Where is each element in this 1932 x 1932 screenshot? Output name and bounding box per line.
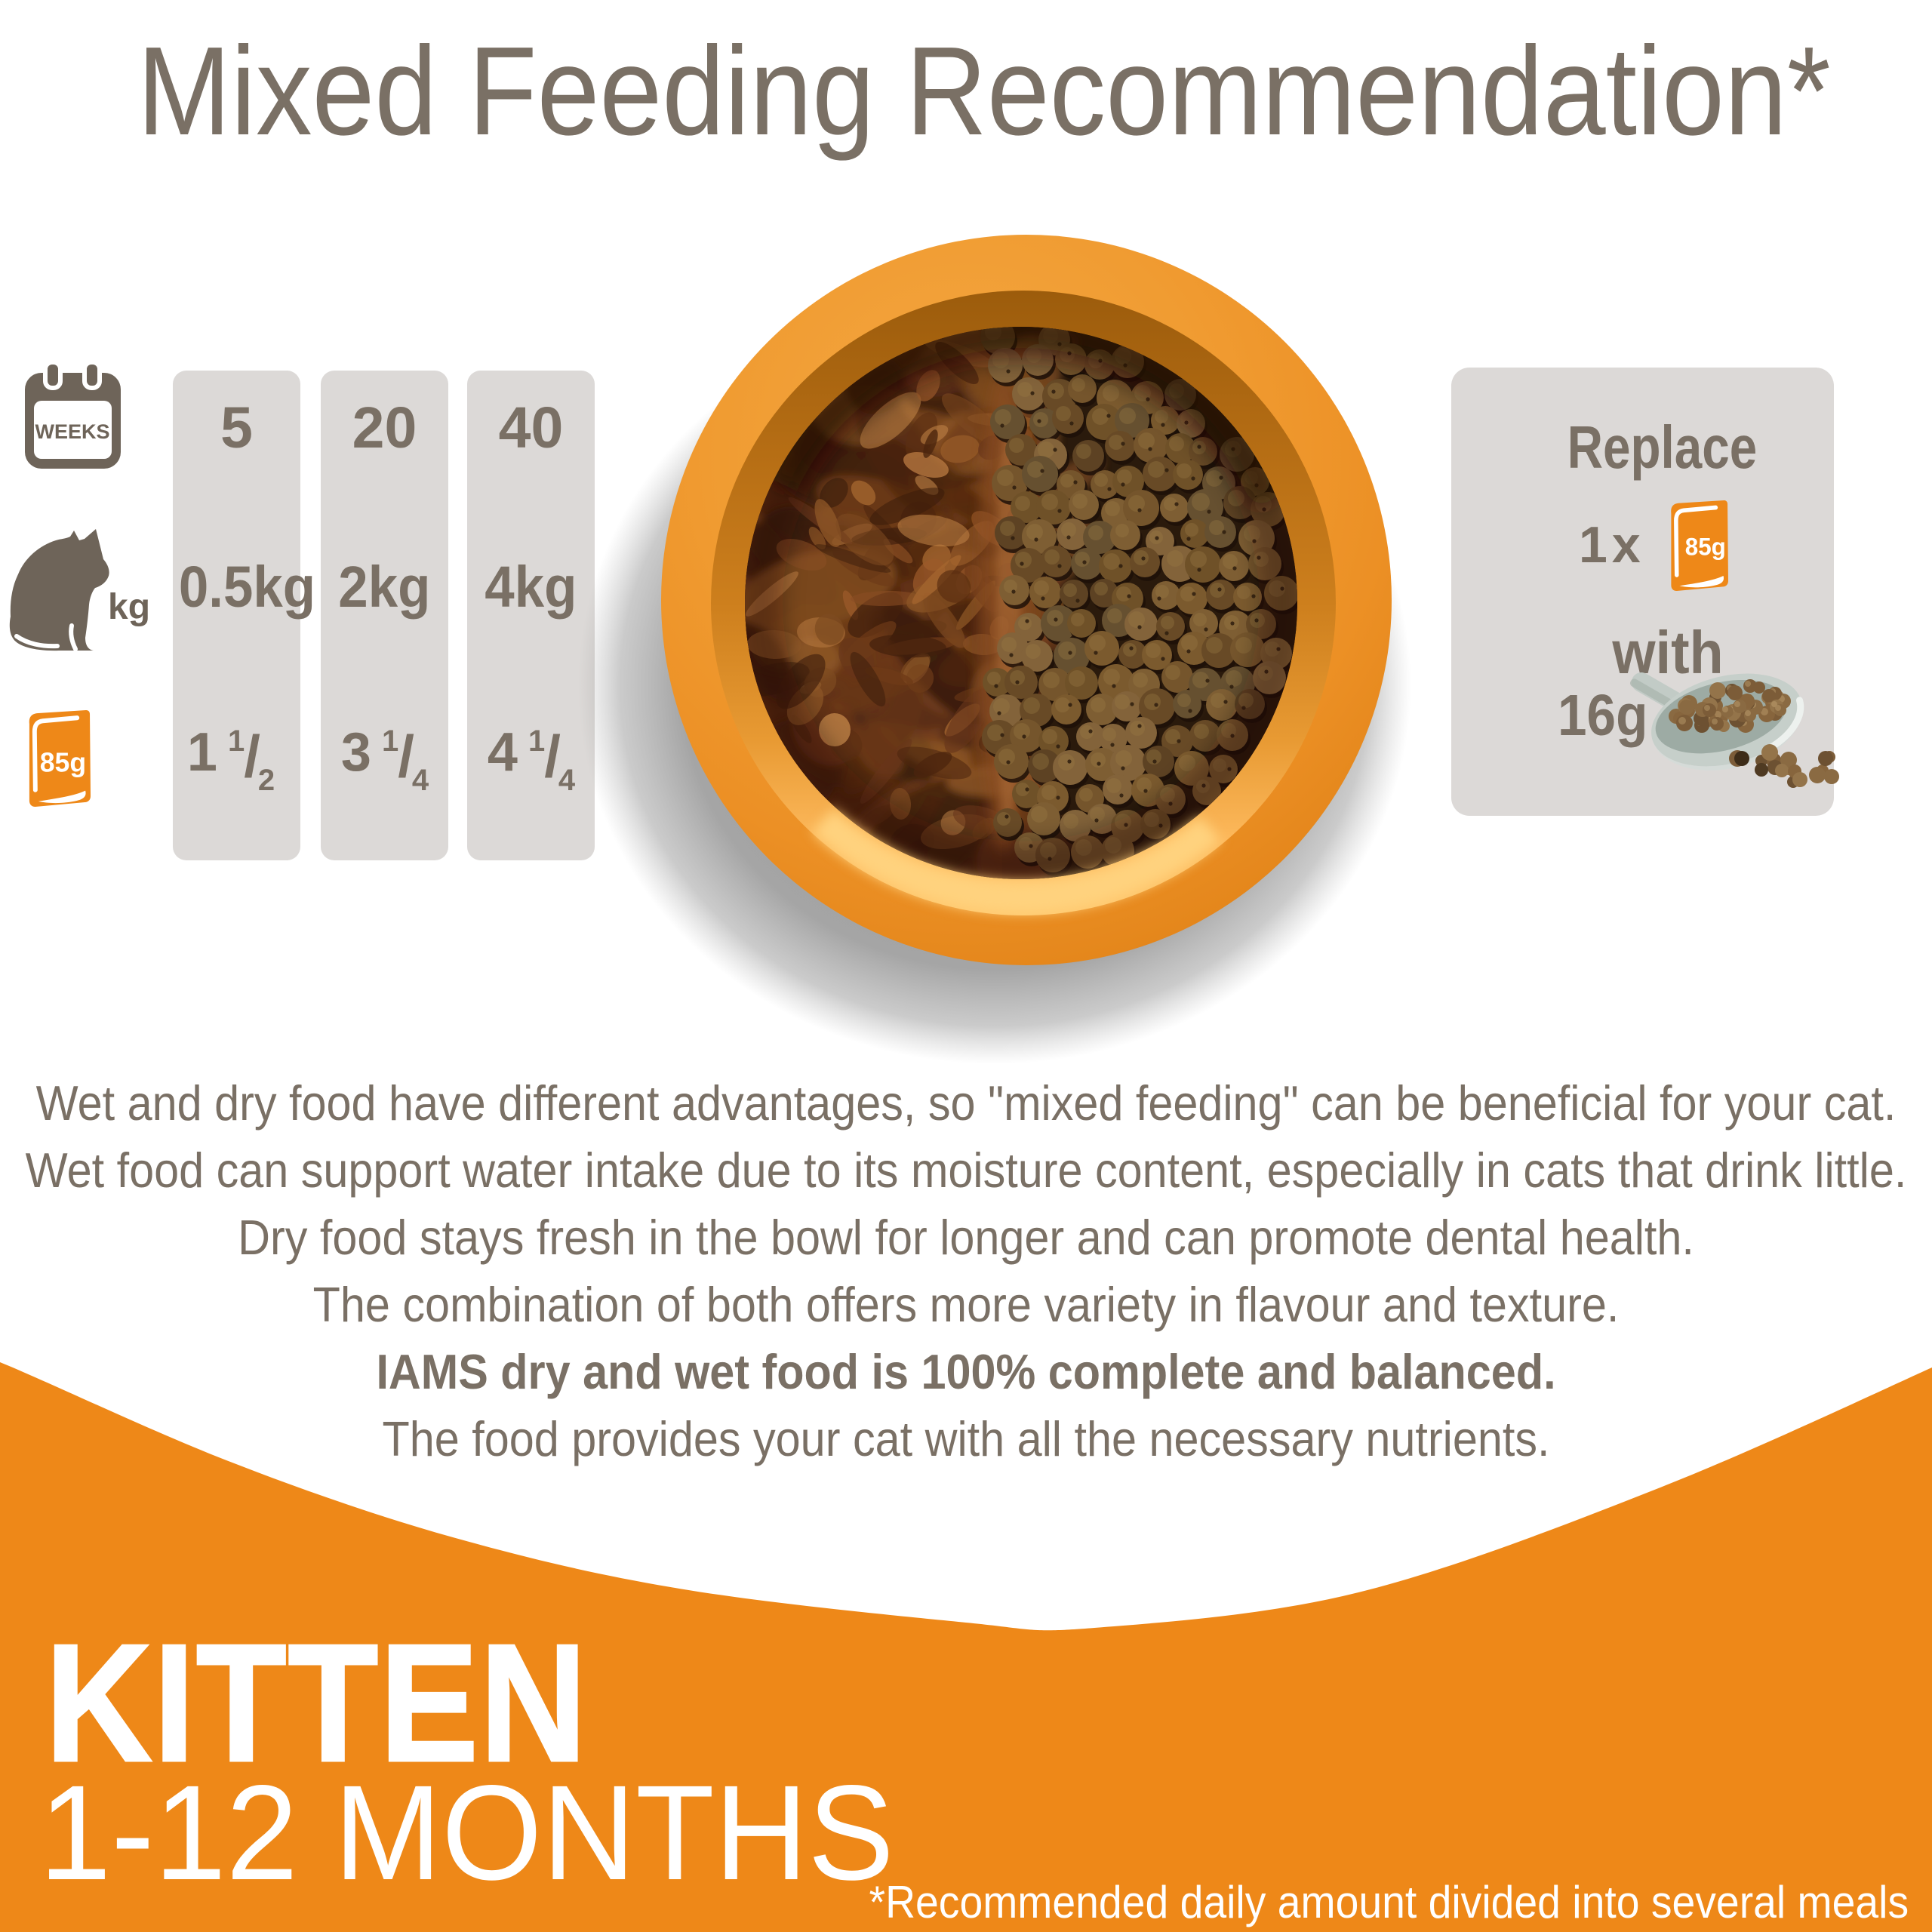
svg-text:85g: 85g — [1685, 533, 1726, 561]
svg-text:kg: kg — [108, 587, 150, 627]
svg-text:WEEKS: WEEKS — [35, 420, 109, 443]
svg-text:85g: 85g — [40, 746, 86, 778]
